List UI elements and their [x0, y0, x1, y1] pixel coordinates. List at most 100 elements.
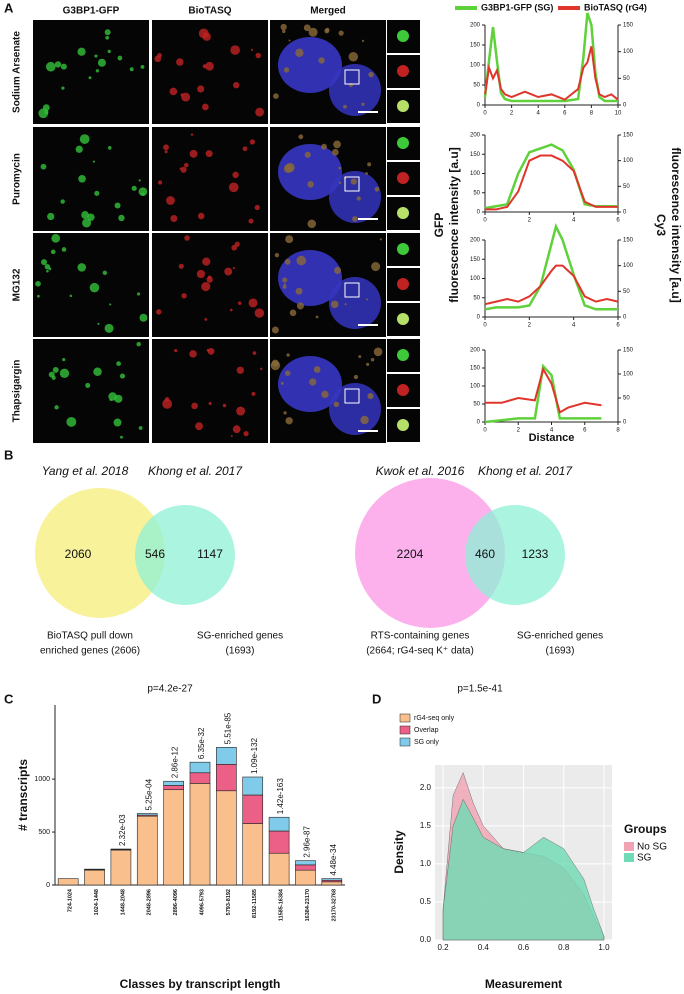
granule	[222, 403, 227, 408]
granule	[205, 61, 214, 71]
granule	[318, 57, 325, 64]
nucleus	[329, 64, 381, 116]
granule	[36, 294, 40, 298]
granule	[82, 218, 92, 228]
granule	[309, 378, 317, 386]
granule	[298, 134, 304, 140]
zoom-box	[344, 282, 360, 298]
y-tick-label: 0	[46, 882, 50, 889]
row-label: Puromycin	[12, 153, 23, 205]
x-tick-label: 1024-1448	[94, 889, 100, 915]
granule	[201, 281, 211, 292]
granule	[204, 317, 208, 321]
p-value-annotation: 2.86e-12	[171, 746, 180, 778]
x-tick-label: 4096-5793	[199, 889, 205, 915]
x-tick-label: 2	[510, 111, 514, 117]
x-tick-label: 6	[563, 111, 567, 117]
y2-tick-label: 150	[623, 133, 634, 139]
granule	[273, 93, 279, 99]
granule	[361, 102, 365, 106]
granule	[348, 52, 359, 62]
y-tick-label: 150	[470, 257, 481, 263]
granule	[282, 29, 286, 34]
granule	[183, 162, 189, 168]
granule	[109, 303, 112, 306]
venn-count: 546	[145, 547, 165, 561]
granule	[77, 263, 86, 272]
x-tick-label: 8192-11585	[252, 889, 258, 918]
granule	[169, 87, 178, 96]
granule	[60, 199, 65, 204]
granule	[140, 64, 145, 69]
y2-axis-label: fluorescence intensity [a.u]	[669, 147, 683, 302]
x-tick-label: 0.2	[437, 943, 449, 952]
x-tick-label: 23170-32768	[331, 889, 337, 921]
granule	[252, 351, 257, 355]
bar-segment	[268, 816, 290, 832]
granule	[361, 39, 365, 43]
granule	[117, 55, 123, 61]
granule	[321, 390, 329, 399]
y-tick-label: 2.0	[420, 783, 432, 792]
column-header: Merged	[310, 6, 346, 17]
legend-title: Groups	[624, 822, 667, 836]
granule	[59, 368, 70, 378]
granule	[333, 401, 340, 408]
x-tick-label: 2048-2896	[147, 889, 153, 915]
granule	[231, 244, 237, 251]
granule	[45, 61, 56, 72]
legend-swatch	[624, 842, 634, 851]
micrograph	[33, 339, 149, 443]
granule	[139, 313, 148, 322]
granule	[54, 61, 62, 68]
granule	[330, 300, 339, 309]
y-tick-label: 1.0	[420, 859, 432, 868]
venn-caption: SG-enriched genes	[197, 631, 283, 642]
granule	[44, 263, 51, 270]
granule	[89, 282, 100, 293]
granule	[236, 406, 246, 416]
granule	[254, 204, 260, 211]
legend-label: BioTASQ (rG4)	[584, 2, 647, 12]
granule	[370, 358, 375, 362]
granule	[60, 63, 67, 70]
p-value-annotation: 5.25e-04	[144, 778, 153, 810]
granule	[251, 391, 256, 396]
bar-segment	[216, 790, 237, 886]
y-tick-label: 100	[470, 63, 481, 69]
y-axis-label: fluorescence intensity [a.u]	[447, 147, 461, 302]
micrograph	[152, 127, 268, 231]
x-tick-label: 0.8	[558, 943, 570, 952]
inset-granule	[397, 30, 409, 42]
p-value-annotation: 1.42e-163	[276, 778, 285, 815]
venn-title: Khong et al. 2017	[148, 464, 243, 478]
granule	[367, 393, 374, 400]
bar-segment	[321, 881, 343, 886]
granule	[88, 76, 92, 80]
x-tick-label: 2	[528, 323, 532, 329]
x-tick-label: 8	[590, 111, 594, 117]
y2-tick-label: 100	[623, 263, 634, 269]
y-tick-label: 0.5	[420, 897, 432, 906]
granule	[138, 426, 143, 430]
nucleus	[329, 277, 381, 329]
granule	[307, 219, 317, 229]
granule	[107, 49, 111, 54]
legend-label: rG4-seq only	[414, 715, 455, 722]
granule	[94, 54, 98, 58]
y2-tick-label: 150	[623, 23, 634, 29]
y-tick-label: 100	[470, 384, 481, 390]
x-tick-label: 0.4	[478, 943, 490, 952]
granule	[202, 64, 207, 69]
granule	[81, 211, 89, 219]
granule	[285, 235, 294, 244]
granule	[295, 287, 303, 295]
granule	[197, 85, 205, 93]
granule	[189, 350, 197, 358]
legend-swatch	[399, 725, 411, 735]
bar-segment	[57, 878, 79, 886]
granule	[97, 58, 106, 67]
nucleus	[278, 250, 342, 306]
granule	[69, 294, 73, 298]
